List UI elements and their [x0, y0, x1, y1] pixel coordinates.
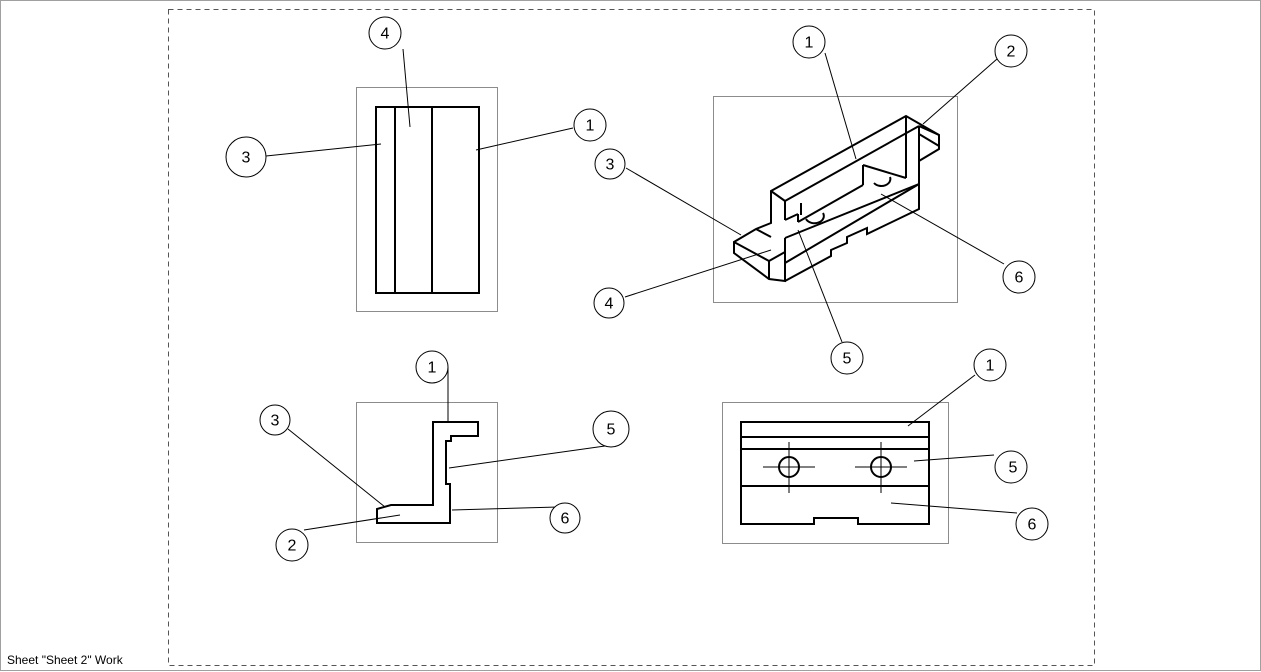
- balloon-label: 2: [1007, 44, 1016, 61]
- iso-hole: [873, 176, 892, 187]
- balloon-label: 5: [843, 351, 852, 368]
- balloon[interactable]: 4: [368, 16, 402, 50]
- balloon-label: 1: [586, 118, 595, 135]
- balloon-label: 6: [561, 511, 570, 528]
- iso-edge: [784, 125, 920, 202]
- top-view-outline: [375, 106, 480, 294]
- iso-view-frame: [713, 96, 958, 303]
- side-view[interactable]: 1 3 5 6 2: [259, 350, 630, 562]
- balloon-label: 6: [1015, 270, 1024, 287]
- iso-edge: [918, 133, 940, 147]
- leader-line: [303, 514, 401, 531]
- balloon[interactable]: 6: [1002, 260, 1036, 294]
- balloon[interactable]: 5: [830, 341, 864, 375]
- iso-edge: [862, 164, 907, 179]
- balloon[interactable]: 6: [1015, 507, 1049, 541]
- balloon[interactable]: 1: [973, 348, 1007, 382]
- iso-edge: [918, 125, 940, 136]
- iso-edge: [770, 190, 786, 202]
- leader-line: [475, 127, 574, 151]
- balloon[interactable]: 3: [594, 148, 626, 180]
- balloon[interactable]: 3: [259, 404, 291, 436]
- balloon-label: 6: [1028, 517, 1037, 534]
- balloon-label: 3: [271, 413, 280, 430]
- hole: [763, 442, 815, 493]
- balloon-label: 4: [605, 296, 614, 313]
- iso-edge: [733, 241, 770, 262]
- balloon[interactable]: 2: [994, 34, 1028, 68]
- leader-line: [922, 58, 998, 125]
- balloon[interactable]: 6: [549, 502, 581, 534]
- leader-line: [797, 229, 843, 343]
- balloon-label: 1: [986, 358, 995, 375]
- side-view-frame: [356, 402, 498, 543]
- leader-line: [890, 502, 1018, 514]
- front-view[interactable]: 1 5 6: [722, 348, 1049, 544]
- balloon[interactable]: 5: [592, 410, 630, 448]
- balloon[interactable]: 2: [275, 528, 309, 562]
- balloon[interactable]: 5: [994, 450, 1028, 484]
- leader-line: [624, 249, 772, 298]
- iso-hole: [805, 212, 825, 225]
- balloon[interactable]: 4: [593, 287, 625, 319]
- leader-line: [625, 167, 742, 236]
- iso-edge: [784, 184, 920, 282]
- side-view-profile: [376, 421, 479, 524]
- balloon[interactable]: 1: [415, 350, 449, 384]
- leader-line: [402, 48, 411, 128]
- leader-line: [265, 143, 382, 157]
- leader-line: [913, 454, 995, 462]
- balloon-label: 5: [1009, 460, 1018, 477]
- iso-edge: [768, 251, 786, 262]
- leader-line: [451, 506, 559, 511]
- balloon-label: 1: [805, 35, 814, 52]
- balloon-label: 1: [428, 360, 437, 377]
- iso-edge: [784, 213, 799, 221]
- balloon[interactable]: 1: [573, 108, 607, 142]
- balloon-label: 5: [607, 422, 616, 439]
- isometric-view[interactable]: 1 2 3 6 4 5: [593, 25, 1036, 375]
- balloon-label: 3: [606, 157, 615, 174]
- leader-line: [824, 52, 857, 160]
- balloon[interactable]: 3: [225, 136, 267, 178]
- leader-line: [907, 374, 976, 427]
- balloon-label: 4: [381, 26, 390, 43]
- iso-edge: [797, 184, 864, 223]
- leader-line: [287, 428, 386, 508]
- balloon-label: 3: [242, 150, 251, 167]
- iso-edge: [784, 183, 920, 239]
- top-view[interactable]: 4 1 3: [225, 16, 607, 312]
- balloon[interactable]: 1: [792, 25, 826, 59]
- iso-edge: [755, 228, 772, 238]
- balloon-label: 2: [288, 538, 297, 555]
- sheet-status-label: Sheet "Sheet 2" Work: [7, 653, 123, 667]
- top-view-frame: [356, 87, 498, 312]
- iso-body-outline: [733, 114, 940, 283]
- sheet-border: [168, 9, 1095, 666]
- front-view-frame: [722, 402, 949, 544]
- front-view-outline: [740, 421, 930, 525]
- hole: [855, 442, 907, 493]
- leader-line: [448, 445, 606, 469]
- leader-line: [880, 193, 1005, 265]
